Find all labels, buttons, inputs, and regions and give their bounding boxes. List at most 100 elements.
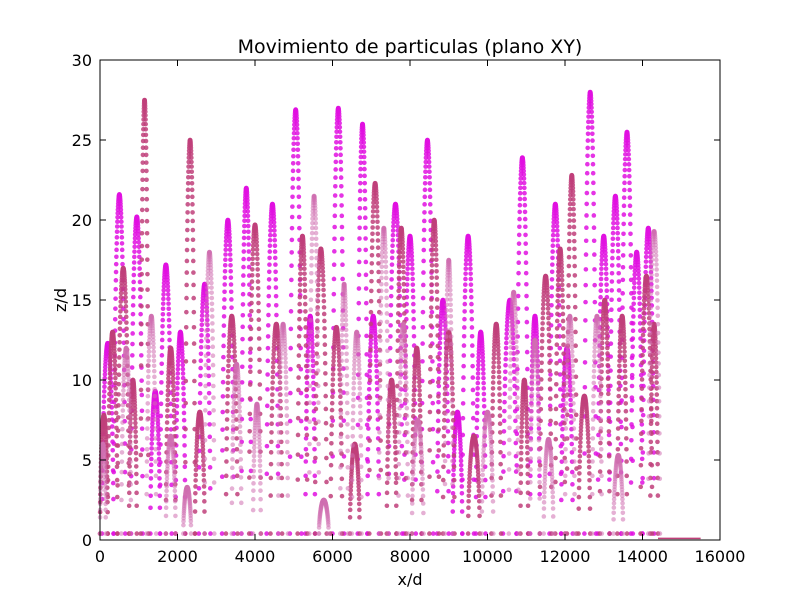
- particle-point: [639, 422, 645, 427]
- particle-point: [116, 363, 122, 369]
- particle-point: [145, 380, 151, 386]
- particle-point: [428, 305, 434, 310]
- particle-point: [476, 358, 481, 364]
- particle-point: [221, 354, 226, 360]
- particle-point: [446, 469, 451, 474]
- particle-point: [189, 155, 194, 161]
- particle-point: [207, 422, 212, 427]
- particle-point: [638, 462, 644, 468]
- particle-point: [139, 304, 144, 309]
- particle-point: [604, 282, 609, 287]
- particle-point: [616, 263, 621, 268]
- particle-point: [522, 196, 527, 202]
- particle-point: [132, 416, 138, 422]
- particle-point: [624, 473, 630, 479]
- particle-point: [356, 316, 361, 322]
- particle-point: [628, 231, 633, 237]
- particle-point: [572, 246, 577, 252]
- particle-point: [198, 358, 204, 364]
- particle-point: [103, 492, 108, 497]
- particle-point: [250, 261, 255, 267]
- particle-point: [378, 467, 384, 473]
- particle-point: [554, 360, 559, 366]
- particle-point: [426, 151, 432, 157]
- particle-point: [133, 450, 139, 456]
- particle-point: [450, 499, 456, 504]
- particle-point: [620, 305, 625, 310]
- particle-point: [165, 402, 170, 408]
- particle-point: [363, 259, 369, 265]
- particle-point: [375, 231, 381, 237]
- particle-point: [222, 268, 228, 274]
- particle-point: [228, 268, 233, 274]
- particle-point: [339, 213, 345, 219]
- particle-point: [225, 380, 231, 386]
- particle-point: [296, 401, 301, 406]
- particle-point: [272, 243, 278, 249]
- particle-point: [361, 144, 367, 150]
- particle-point: [339, 203, 344, 208]
- particle-point: [475, 380, 481, 386]
- particle-point: [329, 400, 335, 406]
- particle-point: [330, 372, 336, 377]
- particle-point: [391, 223, 396, 229]
- particle-point: [623, 401, 629, 406]
- particle-point: [461, 387, 466, 393]
- particle-point: [411, 392, 417, 398]
- particle-point: [145, 401, 151, 406]
- particle-point: [503, 345, 509, 351]
- particle-point: [224, 459, 229, 464]
- particle-point: [616, 401, 621, 406]
- particle-point: [592, 267, 597, 272]
- particle-point: [417, 402, 423, 408]
- particle-point: [245, 213, 251, 219]
- particle-point: [557, 345, 563, 351]
- particle-point: [430, 400, 436, 406]
- particle-point: [296, 176, 301, 182]
- particle-point: [228, 282, 234, 287]
- particle-point: [386, 424, 391, 430]
- particle-point: [136, 232, 141, 237]
- particle-point: [649, 380, 654, 385]
- particle-point: [182, 453, 187, 458]
- particle-point: [435, 354, 441, 360]
- particle-point: [183, 359, 189, 364]
- particle-point: [119, 247, 125, 253]
- particle-point: [337, 124, 343, 130]
- particle-point: [264, 443, 270, 449]
- particle-point: [329, 423, 335, 428]
- particle-point: [410, 294, 416, 300]
- particle-point: [375, 219, 380, 225]
- particle-point: [185, 187, 191, 193]
- particle-point: [107, 391, 112, 397]
- particle-point: [628, 264, 634, 270]
- particle-point: [554, 223, 560, 229]
- particle-point: [427, 448, 432, 453]
- particle-point: [390, 243, 395, 249]
- particle-point: [399, 443, 405, 449]
- particle-point: [548, 372, 553, 377]
- particle-point: [270, 369, 276, 375]
- particle-point: [220, 394, 226, 399]
- particle-point: [328, 451, 334, 456]
- particle-point: [358, 154, 364, 160]
- particle-point: [320, 269, 326, 275]
- particle-point: [643, 264, 649, 269]
- particle-point: [189, 159, 194, 165]
- particle-point: [312, 479, 318, 485]
- particle-point: [540, 321, 545, 326]
- particle-point: [373, 345, 379, 350]
- particle-point: [401, 303, 407, 308]
- particle-point: [139, 207, 145, 213]
- particle-point: [118, 304, 123, 309]
- particle-point: [159, 370, 164, 376]
- particle-point: [339, 224, 345, 230]
- particle-point: [638, 484, 644, 490]
- particle-point: [119, 441, 125, 447]
- particle-point: [605, 356, 610, 362]
- particle-point: [441, 417, 447, 423]
- particle-point: [388, 312, 394, 318]
- particle-point: [591, 201, 596, 207]
- particle-point: [310, 349, 315, 354]
- particle-point: [571, 212, 577, 217]
